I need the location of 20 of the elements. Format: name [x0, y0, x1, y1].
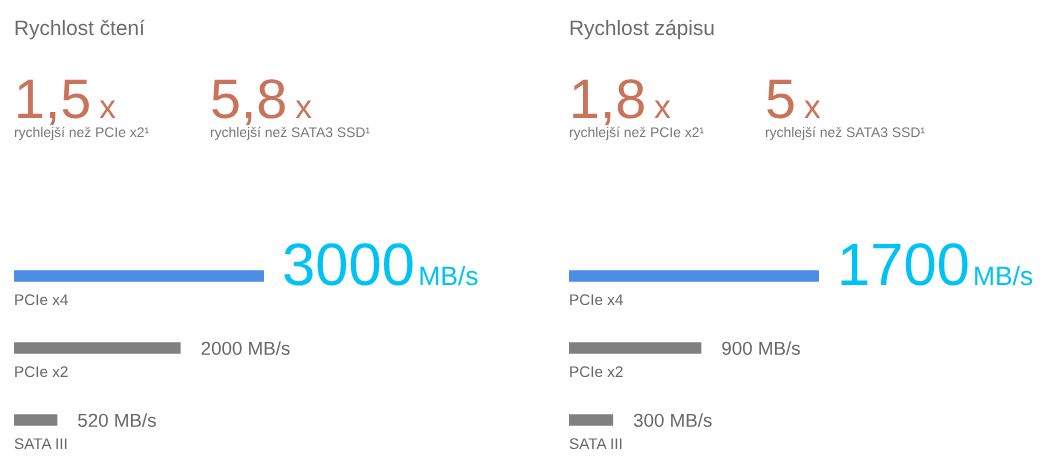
chart-title: Rychlost čtení: [15, 19, 145, 40]
y-tick-label: PCIe x2: [15, 366, 68, 378]
text: 1,8 x: [573, 79, 671, 126]
text: 1,5 x: [18, 79, 116, 126]
y-tick-label: SATA III: [569, 438, 622, 450]
text: rychlejší než PCIe x2¹: [14, 126, 149, 140]
chart-title: Rychlost zápisu: [570, 19, 714, 40]
y-tick-label: SATA III: [14, 438, 67, 450]
text: 5,8 x: [212, 79, 312, 126]
data-label: 900 MB/s: [722, 341, 800, 355]
data-label: 300 MB/s: [633, 413, 712, 427]
y-tick-label: PCIe x4: [15, 294, 68, 306]
text: rychlejší než SATA3 SSD¹: [210, 126, 370, 140]
text: 5 x: [767, 79, 821, 119]
text: rychlejší než SATA3 SSD¹: [765, 126, 925, 140]
y-tick-label: PCIe x4: [570, 294, 623, 306]
y-tick-label: PCIe x2: [570, 366, 623, 378]
data-label: 520 MB/s: [78, 413, 156, 427]
data-label: 2000 MB/s: [201, 341, 290, 355]
text: rychlejší než PCIe x2¹: [569, 126, 704, 140]
